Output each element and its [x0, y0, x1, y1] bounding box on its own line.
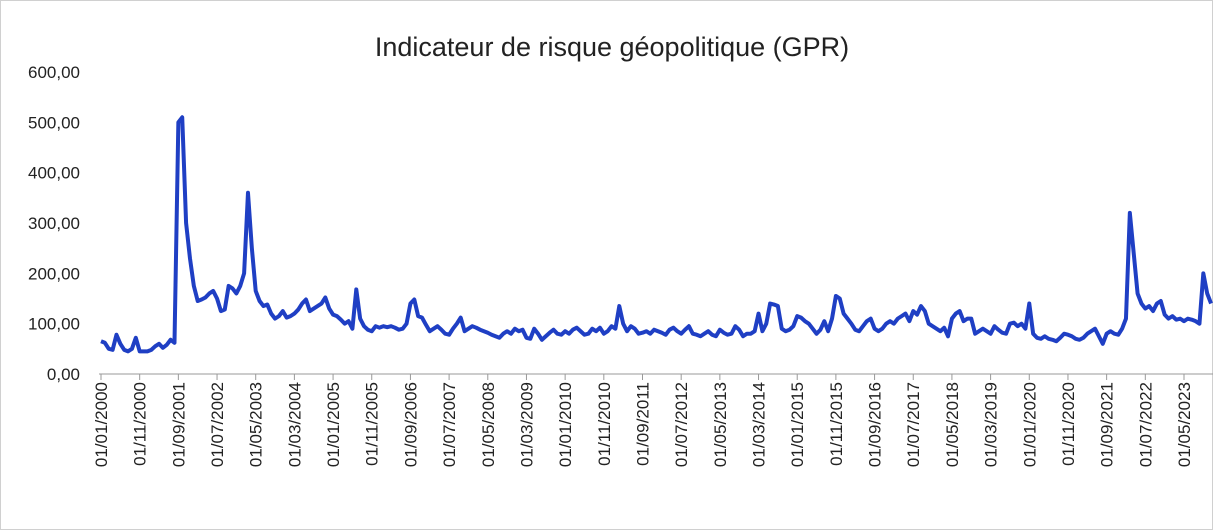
x-tick-label: 01/05/2008 — [479, 382, 498, 467]
x-tick-label: 01/09/2021 — [1098, 382, 1117, 467]
x-tick-label: 01/03/2019 — [982, 382, 1001, 467]
x-tick-label: 01/11/2000 — [131, 382, 150, 466]
x-tick-label: 01/05/2018 — [943, 382, 962, 467]
x-tick-label: 01/07/2012 — [672, 382, 691, 467]
y-tick-label: 300,00 — [28, 214, 80, 233]
y-tick-label: 200,00 — [28, 264, 80, 283]
y-tick-label: 100,00 — [28, 315, 80, 334]
x-tick-label: 01/03/2009 — [517, 382, 536, 467]
x-tick-label: 01/11/2005 — [363, 382, 382, 466]
x-tick-label: 01/07/2002 — [208, 382, 227, 467]
x-tick-label: 01/07/2022 — [1136, 382, 1155, 467]
x-tick-label: 01/05/2003 — [247, 382, 266, 467]
x-tick-label: 01/01/2015 — [788, 382, 807, 467]
y-tick-label: 0,00 — [47, 365, 80, 384]
y-tick-label: 600,00 — [28, 63, 80, 82]
x-tick-label: 01/09/2006 — [401, 382, 420, 467]
x-tick-label: 01/07/2017 — [904, 382, 923, 467]
x-tick-label: 01/11/2015 — [827, 382, 846, 466]
x-tick-label: 01/09/2001 — [169, 382, 188, 467]
y-tick-label: 400,00 — [28, 164, 80, 183]
data-line — [100, 115, 1213, 354]
x-tick-label: 01/01/2010 — [556, 382, 575, 467]
x-tick-label: 01/01/2000 — [92, 382, 111, 467]
x-tick-label: 01/11/2020 — [1059, 382, 1078, 466]
y-tick-label: 500,00 — [28, 113, 80, 132]
x-tick-label: 01/03/2004 — [285, 382, 304, 467]
x-tick-label: 01/01/2005 — [324, 382, 343, 467]
x-tick-label: 01/11/2010 — [595, 382, 614, 466]
x-tick-label: 01/01/2020 — [1020, 382, 1039, 467]
x-tick-label: 01/07/2007 — [440, 382, 459, 467]
x-tick-label: 01/05/2023 — [1175, 382, 1194, 467]
x-tick-label: 01/09/2016 — [866, 382, 885, 467]
x-tick-label: 01/03/2014 — [750, 382, 769, 467]
x-tick-label: 01/09/2011 — [633, 382, 652, 466]
x-tick-label: 01/05/2013 — [711, 382, 730, 467]
chart-title: Indicateur de risque géopolitique (GPR) — [375, 32, 849, 62]
